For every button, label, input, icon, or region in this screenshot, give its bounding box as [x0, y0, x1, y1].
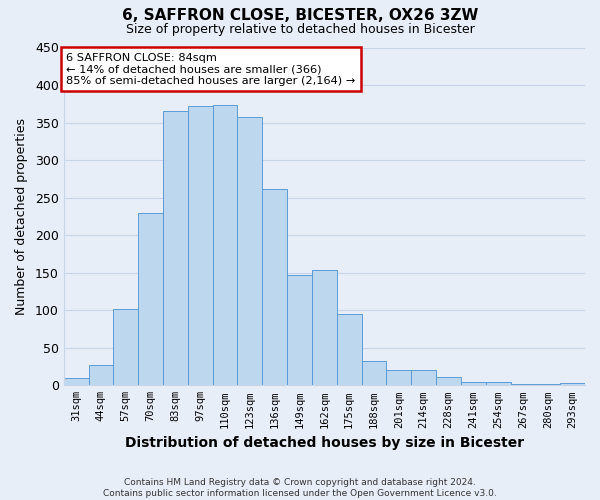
Bar	[436, 377, 461, 386]
Bar	[386, 370, 411, 386]
Bar	[535, 384, 560, 386]
Text: Size of property relative to detached houses in Bicester: Size of property relative to detached ho…	[125, 22, 475, 36]
X-axis label: Distribution of detached houses by size in Bicester: Distribution of detached houses by size …	[125, 436, 524, 450]
Bar	[486, 382, 511, 386]
Bar	[262, 190, 287, 386]
Bar	[312, 270, 337, 386]
Text: 6 SAFFRON CLOSE: 84sqm
← 14% of detached houses are smaller (366)
85% of semi-de: 6 SAFFRON CLOSE: 84sqm ← 14% of detached…	[66, 52, 356, 86]
Bar	[411, 370, 436, 386]
Bar	[163, 110, 188, 386]
Text: Contains HM Land Registry data © Crown copyright and database right 2024.
Contai: Contains HM Land Registry data © Crown c…	[103, 478, 497, 498]
Bar	[212, 104, 238, 386]
Bar	[64, 378, 89, 386]
Bar	[560, 383, 585, 386]
Bar	[113, 310, 138, 386]
Bar	[461, 382, 486, 386]
Bar	[362, 360, 386, 386]
Bar	[89, 365, 113, 386]
Bar	[337, 314, 362, 386]
Bar	[188, 106, 212, 386]
Bar	[138, 212, 163, 386]
Bar	[511, 384, 535, 386]
Bar	[287, 275, 312, 386]
Text: 6, SAFFRON CLOSE, BICESTER, OX26 3ZW: 6, SAFFRON CLOSE, BICESTER, OX26 3ZW	[122, 8, 478, 22]
Bar	[238, 118, 262, 386]
Y-axis label: Number of detached properties: Number of detached properties	[15, 118, 28, 315]
